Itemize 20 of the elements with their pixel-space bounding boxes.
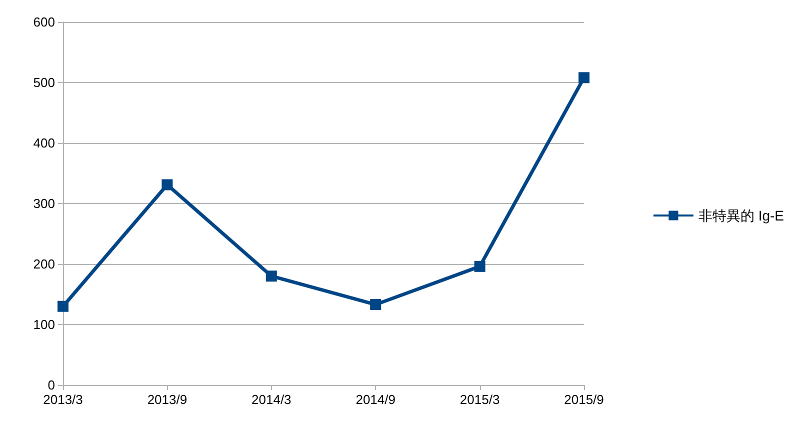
point xyxy=(162,179,173,190)
y-tick-label: 200 xyxy=(33,256,55,272)
y-tick-label: 500 xyxy=(33,75,55,90)
y-tick-label: 100 xyxy=(33,317,55,332)
point xyxy=(266,270,277,282)
x-tick-label: 2015/9 xyxy=(564,392,604,407)
y-tick-label: 600 xyxy=(33,14,55,30)
x-tick-label: 2014/9 xyxy=(356,392,396,407)
point xyxy=(370,299,382,310)
y-tick-label: 400 xyxy=(33,136,55,150)
point xyxy=(474,260,486,272)
y-tick-label: 300 xyxy=(33,196,55,211)
legend-label: 非特異的 Ig-E xyxy=(698,208,784,224)
x-tick-label: 2015/3 xyxy=(460,392,500,407)
point xyxy=(58,300,68,312)
x-tick-label: 2013/3 xyxy=(43,392,83,407)
x-tick-label: 2014/3 xyxy=(252,392,292,407)
x-tick-label: 2013/9 xyxy=(147,392,188,407)
y-tick-label: 0 xyxy=(48,378,55,392)
point xyxy=(578,72,590,84)
